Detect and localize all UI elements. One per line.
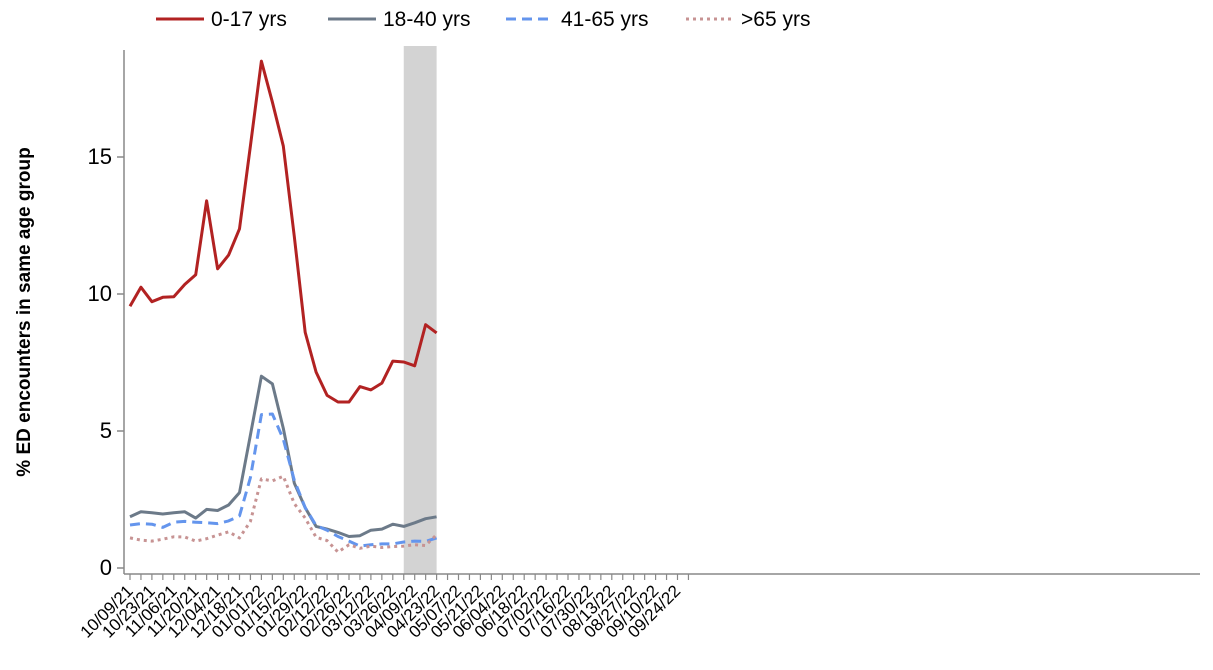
series-line-1 [128,59,438,404]
shaded-region [403,46,437,574]
legend[interactable]: 0-17 yrs 18-40 yrs 41-65 yrs >65 yrs [156,8,810,31]
y-tick-label: 15 [88,144,112,169]
y-tick-label: 10 [88,281,112,306]
y-tick-label: 0 [100,555,112,580]
series-layer [128,59,438,554]
y-axis-label: % ED encounters in same age group [14,147,35,476]
plot-shading-layer [403,46,437,574]
series-line-4 [129,474,438,554]
legend-item-label[interactable]: 0-17 yrs [211,8,287,31]
series-line-2 [129,374,437,538]
series-line-3 [129,412,438,548]
legend-item-label[interactable]: >65 yrs [741,8,810,31]
legend-item-label[interactable]: 41-65 yrs [561,8,649,31]
axes-layer: 05101510/09/2110/23/2111/06/2111/20/2112… [77,50,1200,642]
y-tick-label: 5 [100,418,112,443]
legend-item-label[interactable]: 18-40 yrs [383,8,471,31]
